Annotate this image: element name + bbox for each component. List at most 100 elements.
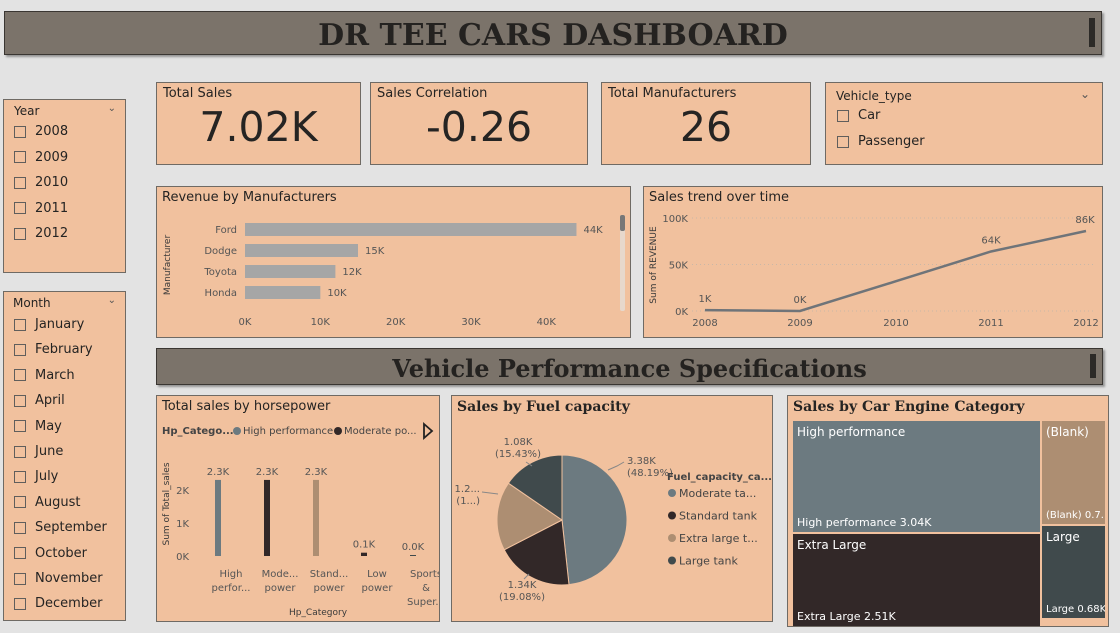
data-label: 0.0K [402,542,425,553]
option-label: 2010 [35,175,69,190]
pie-slice-1[interactable] [503,519,570,586]
year-option-2008[interactable]: 2008 [14,124,68,139]
y-tick-label: 50K [669,261,689,272]
month-option-july[interactable]: July [14,469,58,484]
checkbox[interactable] [14,521,26,534]
year-slicer: Year ⌄ 2008 2009 2010 2011 2012 [3,99,126,273]
checkbox[interactable] [14,470,26,483]
bar-4[interactable] [410,555,416,556]
x-tick-label: 40K [537,317,557,328]
checkbox[interactable] [14,176,26,189]
checkbox[interactable] [14,227,26,240]
legend-marker [334,427,342,435]
pie-slice-0[interactable] [561,454,628,586]
checkbox[interactable] [14,394,26,407]
slice-label: (15.43%) [495,449,541,460]
y-axis-title: Sum of REVENUE [649,226,659,304]
slice-label: 3.38K [627,456,656,467]
year-slicer-title: Year [14,104,40,118]
bar-honda[interactable] [245,286,321,299]
bar-1[interactable] [264,479,270,556]
treemap-tile-large[interactable]: Large Large 0.68K [1042,526,1105,618]
chevron-down-icon[interactable]: ⌄ [107,295,116,306]
checkbox[interactable] [14,318,26,331]
treemap-tile-blank[interactable]: (Blank) (Blank) 0.7... [1042,421,1105,524]
treemap-tile-high-performance[interactable]: High performance High performance 3.04K [793,421,1040,532]
x-tick-label: 2010 [883,318,908,329]
checkbox[interactable] [14,547,26,560]
legend-item-moderate-power[interactable]: Moderate po... [344,426,417,437]
x-tick-label: 2011 [978,318,1003,329]
legend-item-standard-tank[interactable]: Standard tank [679,510,758,523]
checkbox[interactable] [14,125,26,138]
pie-slice-2[interactable] [496,482,563,551]
checkbox[interactable] [14,151,26,163]
visual-title: Sales by Fuel capacity [457,399,630,415]
year-option-2010[interactable]: 2010 [14,175,68,190]
legend-marker [233,427,241,435]
checkbox[interactable] [14,369,26,382]
slice-label: (1...) [456,496,480,507]
vehicle-type-title: Vehicle_type [836,89,912,103]
chevron-down-icon[interactable]: ⌄ [107,103,116,114]
tile-label: Large [1046,530,1080,544]
bar-3[interactable] [361,552,367,556]
checkbox[interactable] [14,445,26,458]
option-label: March [35,367,75,383]
bar-ford[interactable] [245,223,577,236]
legend-item-extra-large-t[interactable]: Extra large t... [679,532,758,545]
month-option-october[interactable]: October [14,546,87,561]
checkbox[interactable] [14,572,26,585]
bar-2[interactable] [313,479,319,556]
legend-title: Fuel_capacity_ca... [667,472,772,483]
tile-value-label: High performance 3.04K [797,516,932,529]
month-option-february[interactable]: February [14,342,93,357]
x-tick-label: power [265,583,297,594]
dashboard-title: DR TEE CARS DASHBOARD [318,18,788,53]
month-option-may[interactable]: May [14,419,62,434]
revenue-line[interactable] [704,229,1087,313]
month-option-april[interactable]: April [14,393,65,408]
dashboard-header: DR TEE CARS DASHBOARD [4,11,1102,55]
checkbox[interactable] [14,343,26,356]
year-option-2011[interactable]: 2011 [14,201,68,216]
y-tick-label: 2K [176,486,189,497]
bar-0[interactable] [215,479,221,556]
year-option-2012[interactable]: 2012 [14,226,68,241]
year-option-2009[interactable]: 2009 [14,150,68,165]
checkbox[interactable] [837,109,849,122]
month-option-november[interactable]: November [14,571,103,586]
scrollbar-thumb[interactable] [620,215,625,231]
bar-dodge[interactable] [245,244,358,257]
checkbox[interactable] [837,135,849,148]
treemap-tile-extra-large[interactable]: Extra Large Extra Large 2.51K [793,534,1040,626]
scrollbar-track[interactable] [620,215,625,311]
data-label-ford: 44K [583,225,603,236]
data-label-toyota: 12K [342,267,362,278]
checkbox[interactable] [14,597,26,610]
checkbox[interactable] [14,496,26,509]
month-option-september[interactable]: September [14,520,107,535]
chevron-down-icon[interactable]: ⌄ [1079,87,1090,101]
x-tick-label: 2009 [787,318,812,329]
vehicle-type-option-passenger[interactable]: Passenger [837,134,925,149]
checkbox[interactable] [14,420,26,433]
x-tick-label: power [314,583,346,594]
tile-label: Extra Large [797,538,867,552]
vehicle-type-option-car[interactable]: Car [837,108,880,123]
data-label: 2.3K [256,467,279,478]
play-icon[interactable] [423,422,434,440]
month-option-august[interactable]: August [14,495,81,510]
sales-by-fuel-capacity-visual: Sales by Fuel capacity 3.38K (48.19%) 1.34… [451,395,773,622]
legend-item-moderate-ta[interactable]: Moderate ta... [679,487,756,500]
legend-item-large-tank[interactable]: Large tank [679,555,738,568]
pie-slice-3[interactable] [507,454,563,521]
legend-item-high-performance[interactable]: High performance [243,426,333,437]
bar-toyota[interactable] [245,265,336,278]
visual-title: Sales trend over time [649,190,790,205]
checkbox[interactable] [14,202,26,214]
month-option-january[interactable]: January [14,317,84,332]
month-option-june[interactable]: June [14,444,63,459]
month-option-march[interactable]: March [14,368,75,383]
month-option-december[interactable]: December [14,596,102,611]
